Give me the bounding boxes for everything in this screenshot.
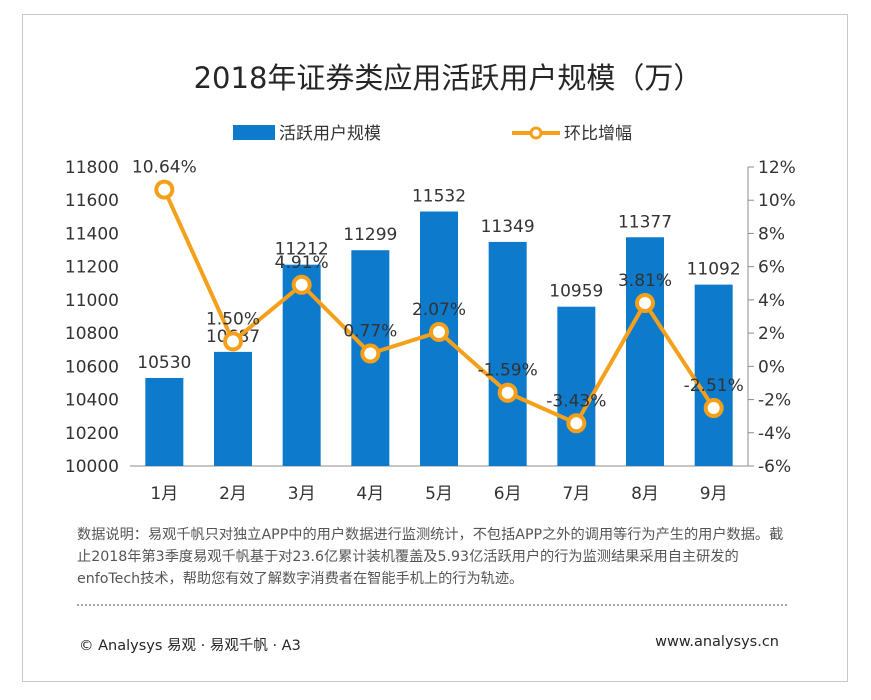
right-axis-ticks: -6% -4% -2% 0% 2% 4% 6% 8% 10% 12% <box>748 158 796 477</box>
bar <box>214 351 252 466</box>
left-axis-ticks: 10000 10200 10400 10600 10800 11000 11200 11400… <box>65 158 119 477</box>
left-tick-label: 10400 <box>65 391 119 411</box>
legend-line-label: 环比增幅 <box>564 124 632 144</box>
x-tick-label: 4月 <box>356 484 384 504</box>
bar <box>626 237 664 466</box>
right-tick-label: 6% <box>758 258 785 278</box>
line-points <box>154 179 724 434</box>
line-point <box>566 413 587 434</box>
bar-value-label: 10959 <box>549 282 603 302</box>
line-value-label: 4.91% <box>275 253 329 273</box>
left-tick-label: 10200 <box>65 424 119 444</box>
x-tick-label: 5月 <box>425 484 453 504</box>
bar-value-label: 11212 <box>275 240 329 260</box>
x-tick-label: 3月 <box>288 484 316 504</box>
right-tick-label: 0% <box>758 357 785 377</box>
x-axis-ticks: 1月 2月 3月 4月 5月 6月 7月 8月 9月 <box>150 484 727 504</box>
right-tick-label: 2% <box>758 324 785 344</box>
left-tick-label: 11200 <box>65 258 119 278</box>
bar <box>488 241 527 466</box>
x-tick-label: 9月 <box>700 484 728 504</box>
line-value-label: -3.43% <box>546 391 606 411</box>
right-tick-label: 4% <box>758 291 785 311</box>
bar-series <box>145 211 733 466</box>
line-point <box>429 321 449 342</box>
left-tick-label: 10000 <box>65 457 119 477</box>
right-tick-label: 8% <box>758 224 785 244</box>
left-tick-label: 11400 <box>65 224 119 244</box>
line-point <box>154 179 175 200</box>
bar-value-label: 11299 <box>343 225 397 245</box>
right-tick-label: -6% <box>758 457 791 477</box>
line-point <box>497 382 518 403</box>
right-tick-label: 10% <box>758 191 796 211</box>
website: www.analysys.cn <box>655 634 779 650</box>
left-tick-label: 10800 <box>65 324 119 344</box>
x-tick-label: 2月 <box>219 484 247 504</box>
bar <box>557 306 596 466</box>
copyright: © Analysys 易观 · 易观千帆 · A3 <box>79 638 301 654</box>
bar-value-label: 10530 <box>137 353 191 373</box>
legend-line-marker <box>529 126 543 140</box>
chart-frame <box>22 14 848 682</box>
line-value-label: 1.50% <box>206 309 260 329</box>
line-value-label: -1.59% <box>478 361 538 381</box>
data-note: 数据说明：易观千帆只对独立APP中的用户数据进行监测统计，不包括APP之外的调用… <box>77 527 784 587</box>
dotted-divider <box>77 604 787 606</box>
legend-bar-label: 活跃用户规模 <box>279 124 381 144</box>
line-value-label: -2.51% <box>684 376 744 396</box>
legend: 活跃用户规模 环比增幅 <box>233 124 632 144</box>
line-point <box>360 343 381 364</box>
left-tick-label: 11000 <box>65 291 119 311</box>
x-tick-label: 7月 <box>562 484 590 504</box>
left-tick-label: 11600 <box>65 191 119 211</box>
legend-bar-swatch <box>233 125 275 140</box>
line-point <box>223 331 243 352</box>
x-tick-label: 8月 <box>631 484 659 504</box>
line-value-label: 2.07% <box>412 300 466 320</box>
line-point <box>291 274 312 295</box>
left-tick-label: 11800 <box>65 158 119 178</box>
bar-value-label: 11349 <box>481 217 535 237</box>
bar-value-label: 11532 <box>412 187 466 207</box>
line-data-labels: 10.64% 1.50% 4.91% 0.77% 2.07% -1.59% -3.43% 3.… <box>132 158 744 412</box>
line-value-label: 3.81% <box>618 271 672 291</box>
line-point <box>635 293 655 314</box>
line-point <box>703 398 724 419</box>
bar-data-labels: 1053010687112121129911532113491095911377… <box>137 187 740 373</box>
bar <box>694 284 733 466</box>
bar-value-label: 11092 <box>687 260 741 280</box>
right-tick-label: 12% <box>758 158 796 178</box>
bar <box>145 377 184 466</box>
chart-title: 2018年证券类应用活跃用户规模（万） <box>194 61 703 95</box>
x-tick-label: 6月 <box>494 484 522 504</box>
bar-value-label: 11377 <box>618 212 672 232</box>
x-tick-label: 1月 <box>150 484 178 504</box>
line-value-label: 0.77% <box>343 322 397 342</box>
chart: 2018年证券类应用活跃用户规模（万） 活跃用户规模 环比增幅 10000 102… <box>65 61 796 504</box>
line-value-label: 10.64% <box>132 158 197 178</box>
right-tick-label: -2% <box>758 391 791 411</box>
right-tick-label: -4% <box>758 424 791 444</box>
left-tick-label: 10600 <box>65 357 119 377</box>
